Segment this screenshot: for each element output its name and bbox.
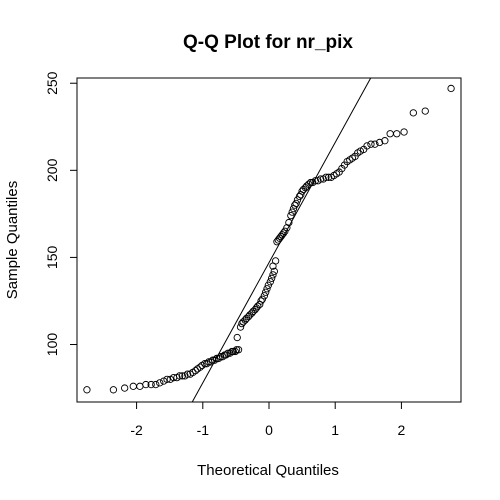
data-point — [288, 208, 296, 216]
data-point — [311, 177, 319, 185]
data-point — [109, 386, 118, 394]
data-point — [400, 128, 408, 136]
data-point — [307, 178, 315, 187]
data-point — [447, 84, 455, 93]
data-point — [234, 346, 243, 354]
data-point — [215, 354, 223, 363]
data-point — [83, 386, 91, 394]
data-point — [281, 227, 289, 235]
data-point — [266, 278, 274, 286]
x-tick-label: 1 — [331, 422, 339, 438]
data-point — [207, 358, 215, 366]
data-point — [393, 130, 401, 138]
data-point — [224, 349, 232, 357]
data-point — [409, 109, 417, 117]
y-tick-label: 100 — [44, 333, 60, 357]
data-point — [163, 375, 171, 384]
y-axis-label: Sample Quantiles — [4, 181, 21, 299]
data-point — [211, 356, 219, 364]
data-point — [367, 140, 375, 148]
x-tick-label: 0 — [265, 422, 273, 438]
plot-frame — [76, 77, 462, 403]
data-point — [269, 271, 277, 279]
data-point — [285, 218, 293, 227]
data-point — [142, 380, 150, 389]
data-point — [196, 363, 204, 371]
data-point — [222, 351, 230, 359]
y-tick-label: 200 — [44, 158, 60, 182]
data-point — [283, 224, 291, 232]
data-point — [263, 285, 271, 293]
data-point — [292, 199, 300, 208]
x-axis-label: Theoretical Quantiles — [197, 462, 339, 479]
chart-title: Q-Q Plot for nr_pix — [183, 32, 353, 53]
data-point — [386, 130, 394, 138]
data-point — [258, 295, 267, 303]
data-point — [264, 281, 272, 289]
data-point — [375, 138, 384, 147]
data-point — [293, 196, 302, 204]
data-point — [233, 333, 241, 342]
data-point — [156, 379, 164, 387]
data-point — [305, 180, 313, 188]
data-point — [316, 175, 325, 183]
data-point — [322, 173, 330, 181]
data-point — [175, 372, 184, 380]
x-tick-label: -2 — [130, 422, 143, 438]
data-point — [152, 380, 160, 389]
data-point — [191, 366, 200, 375]
data-point — [270, 267, 278, 276]
data-point — [421, 107, 429, 115]
data-point — [271, 257, 280, 265]
data-point — [279, 229, 288, 237]
data-point — [287, 211, 295, 220]
data-point — [267, 274, 276, 282]
data-point — [371, 140, 379, 148]
data-point — [254, 302, 262, 310]
data-point — [136, 382, 144, 390]
data-point — [147, 380, 155, 389]
data-point — [260, 292, 269, 300]
y-tick-label: 150 — [44, 246, 60, 270]
data-point — [257, 297, 265, 305]
x-tick-label: 2 — [398, 422, 406, 438]
data-point — [363, 142, 371, 150]
data-point — [203, 360, 211, 368]
x-axis: -2 -1 0 1 2 — [130, 401, 406, 438]
data-point — [262, 288, 270, 296]
data-point — [232, 346, 241, 354]
data-points — [83, 84, 455, 394]
y-axis: 100 150 200 250 — [44, 71, 78, 357]
data-point — [324, 173, 333, 181]
x-tick-label: -1 — [197, 422, 210, 438]
data-point — [121, 384, 129, 392]
data-point — [183, 370, 192, 378]
data-point — [129, 382, 137, 390]
data-point — [178, 372, 186, 380]
y-tick-label: 250 — [44, 71, 60, 95]
data-point — [217, 353, 225, 361]
data-point — [381, 137, 389, 145]
